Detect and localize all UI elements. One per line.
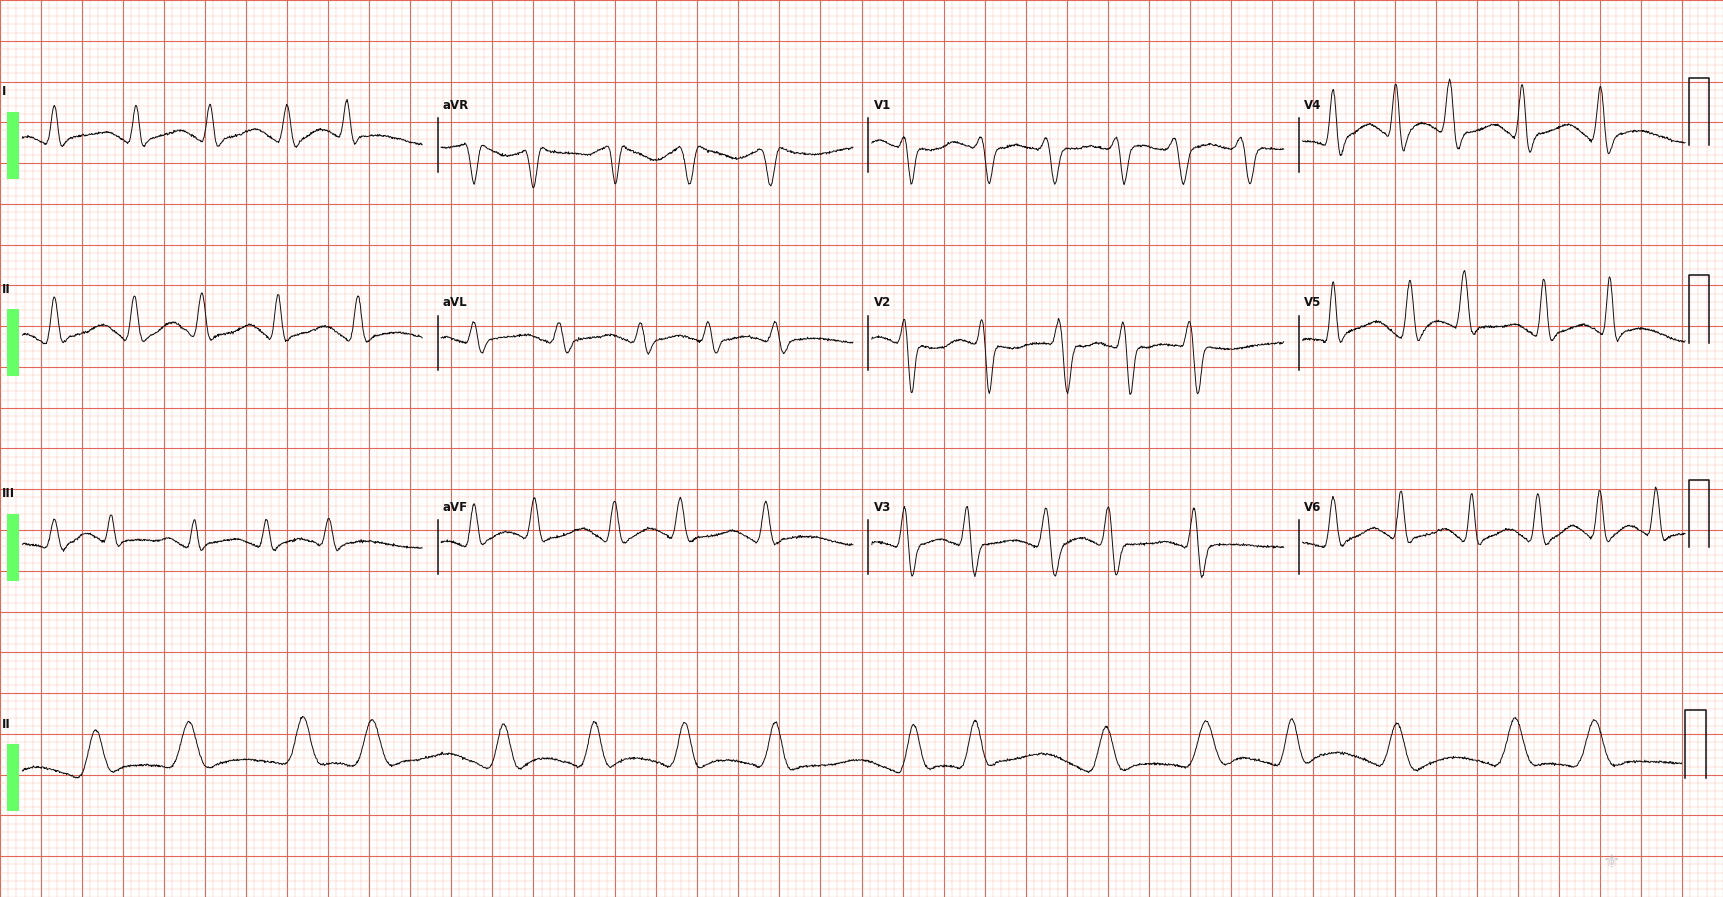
Bar (7, 745, 19, 811)
Text: aVR: aVR (443, 99, 469, 112)
Text: V3: V3 (874, 501, 891, 513)
Text: II: II (2, 283, 10, 296)
Text: ⚜: ⚜ (1602, 853, 1620, 873)
Text: II: II (2, 718, 10, 730)
Text: V4: V4 (1304, 99, 1322, 112)
Text: V2: V2 (874, 296, 891, 309)
Text: V5: V5 (1304, 296, 1322, 309)
Bar (7, 513, 19, 581)
Text: aVL: aVL (443, 296, 467, 309)
Bar (7, 112, 19, 179)
Bar (7, 309, 19, 377)
Text: V1: V1 (874, 99, 891, 112)
Text: I: I (2, 85, 7, 99)
Text: III: III (2, 487, 16, 501)
Text: aVF: aVF (443, 501, 469, 513)
Text: V6: V6 (1304, 501, 1322, 513)
